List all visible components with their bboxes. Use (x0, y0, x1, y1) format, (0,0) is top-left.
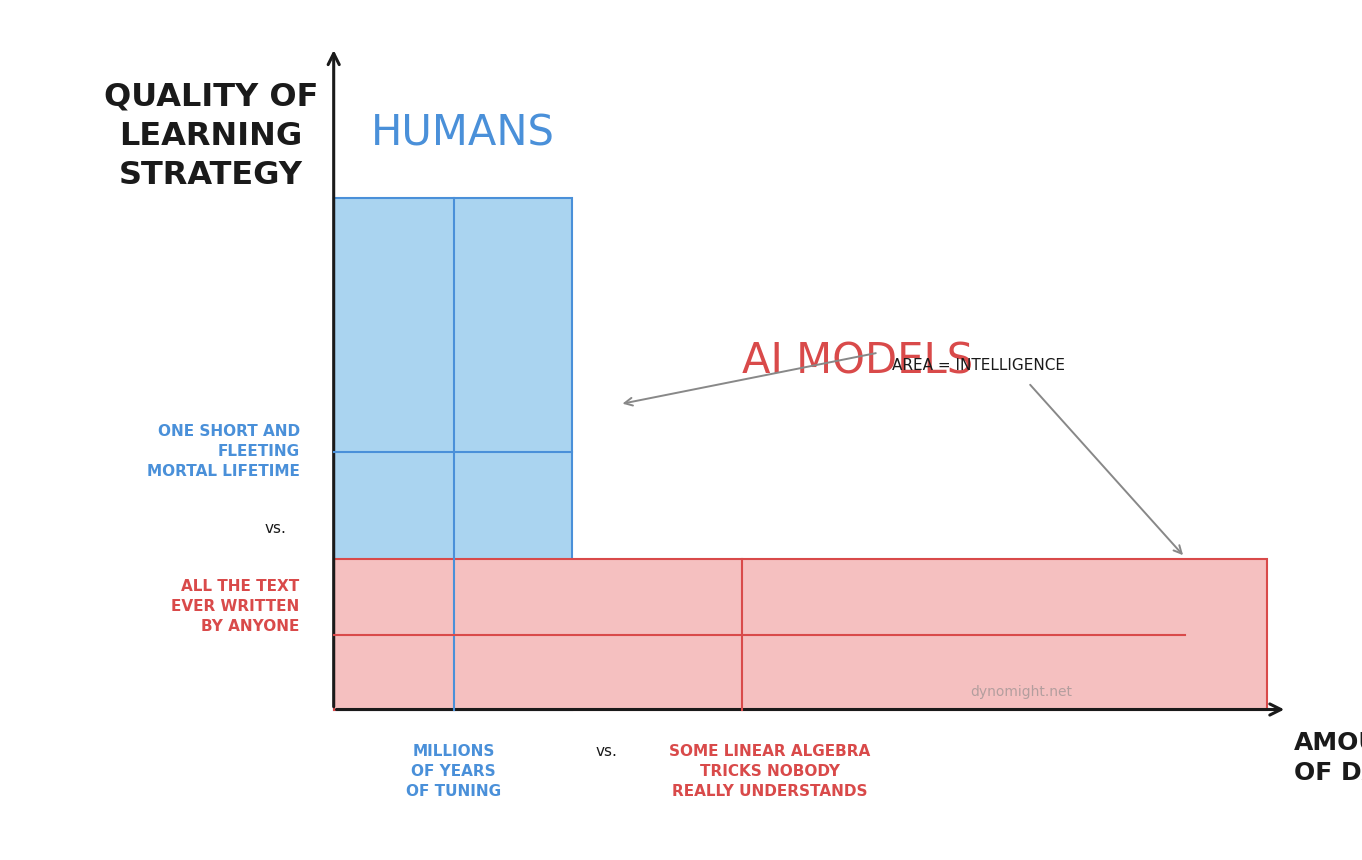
Text: MILLIONS
OF YEARS
OF TUNING: MILLIONS OF YEARS OF TUNING (406, 744, 501, 798)
Bar (334, 198, 572, 710)
Text: SOME LINEAR ALGEBRA
TRICKS NOBODY
REALLY UNDERSTANDS: SOME LINEAR ALGEBRA TRICKS NOBODY REALLY… (669, 744, 870, 798)
Text: dynomight.net: dynomight.net (971, 685, 1072, 699)
Text: ONE SHORT AND
FLEETING
MORTAL LIFETIME: ONE SHORT AND FLEETING MORTAL LIFETIME (147, 424, 300, 479)
Bar (334, 559, 1267, 710)
Text: ALL THE TEXT
EVER WRITTEN
BY ANYONE: ALL THE TEXT EVER WRITTEN BY ANYONE (172, 579, 300, 634)
Text: HUMANS: HUMANS (370, 113, 556, 154)
Text: vs.: vs. (595, 744, 617, 759)
Text: vs.: vs. (264, 521, 286, 537)
Text: QUALITY OF
LEARNING
STRATEGY: QUALITY OF LEARNING STRATEGY (104, 82, 319, 192)
Text: AI MODELS: AI MODELS (742, 341, 974, 382)
Text: AMOUNT
OF DATA: AMOUNT OF DATA (1294, 731, 1362, 784)
Text: AREA = INTELLIGENCE: AREA = INTELLIGENCE (892, 358, 1065, 373)
